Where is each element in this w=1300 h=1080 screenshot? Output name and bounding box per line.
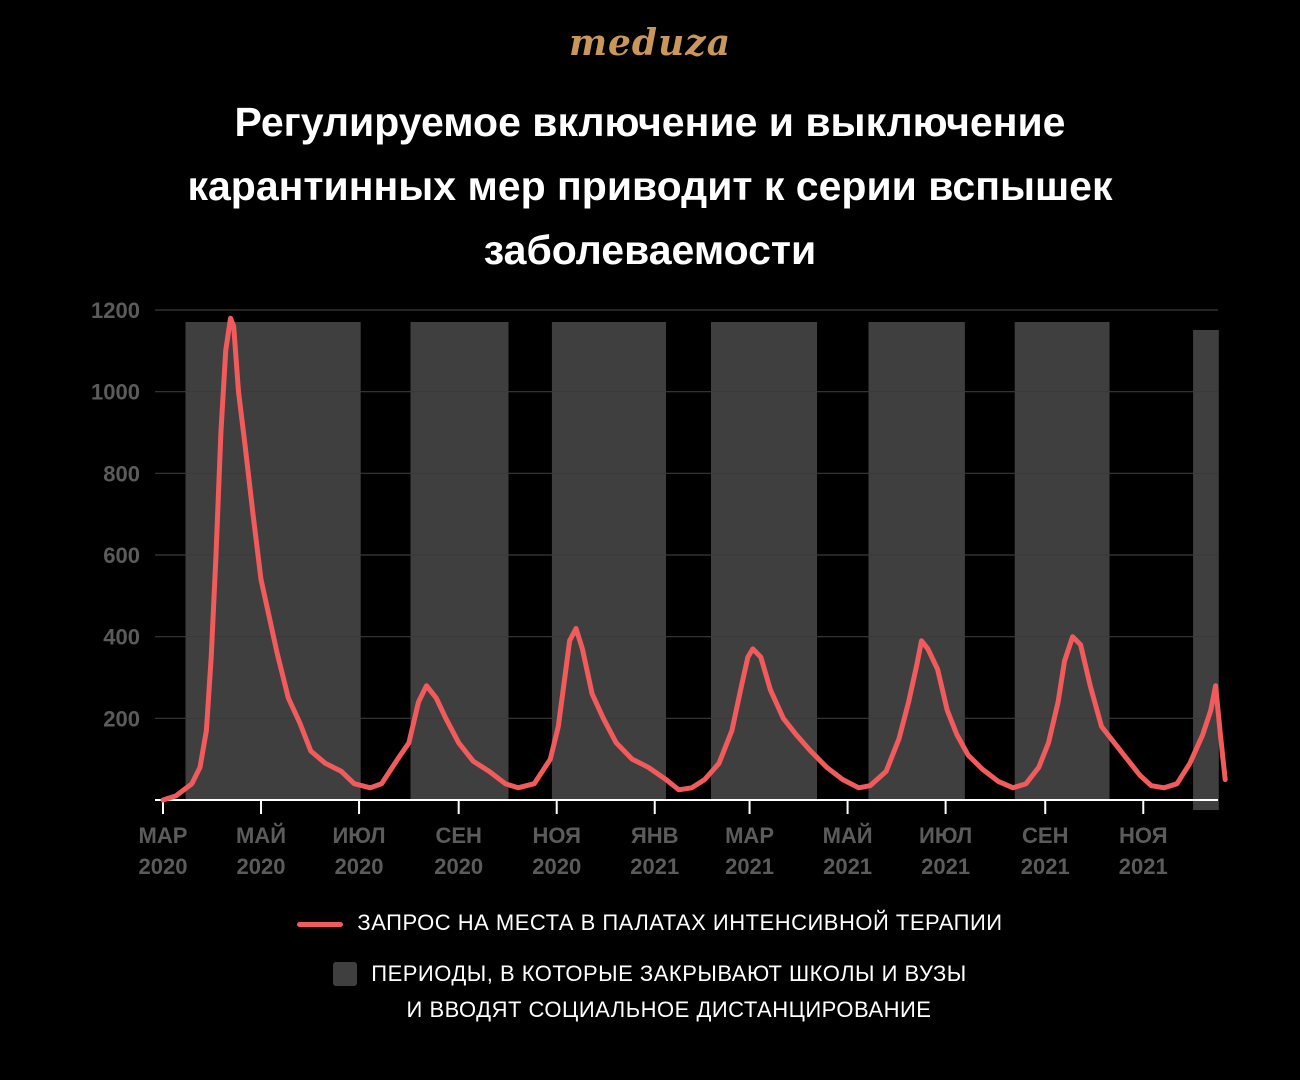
x-tick-label: НОЯ [532,823,581,848]
x-tick-label: СЕН [435,823,481,848]
y-tick-label: 1000 [91,380,140,405]
band-rect [410,322,509,800]
x-tick-label: МАР [725,823,774,848]
x-tick-label: МАЙ [823,823,873,848]
y-tick-label: 800 [103,461,140,486]
y-tick-label: 400 [103,625,140,650]
x-tick-label: 2021 [823,854,872,879]
band-rect [551,322,666,800]
legend-band-swatch [333,962,358,986]
legend-band-label: ПЕРИОДЫ, В КОТОРЫЕ ЗАКРЫВАЮТ ШКОЛЫ И ВУЗ… [371,956,967,1028]
band-rect [1014,322,1110,800]
x-tick-label: ИЮЛ [919,823,972,848]
band-rect [185,322,361,800]
band-rect [1193,330,1219,810]
x-tick-label: 2020 [434,854,483,879]
line-chart: 200 400 600 800 1000 1200 МАР 2020 МАЙ 2020 ИЮЛ 202… [91,298,1228,879]
band-rect [710,322,818,800]
legend-item-line: ЗАПРОС НА МЕСТА В ПАЛАТАХ ИНТЕНСИВНОЙ ТЕ… [0,910,1300,936]
x-tick-label: 2021 [1021,854,1070,879]
meduza-logo: meduza [568,22,732,64]
x-tick-label: 2020 [139,854,188,879]
x-tick-label: ЯНВ [631,823,679,848]
legend-band-label-line2: И ВВОДЯТ СОЦИАЛЬНОЕ ДИСТАНЦИРОВАНИЕ [406,997,932,1022]
series-layer [160,315,1228,803]
legend: ЗАПРОС НА МЕСТА В ПАЛАТАХ ИНТЕНСИВНОЙ ТЕ… [0,910,1300,1028]
legend-line-swatch [297,922,344,927]
series-line-icu-demand [160,315,1228,803]
grid-layer [155,309,1218,719]
x-tick-label: МАР [139,823,188,848]
x-tick-label: СЕН [1022,823,1068,848]
x-tick-label: 2021 [1119,854,1168,879]
x-tick-label: 2020 [335,854,384,879]
x-tick-label: 2020 [532,854,581,879]
band-rect [868,322,965,800]
x-tick-label: 2020 [237,854,286,879]
x-tick-label: 2021 [921,854,970,879]
x-tick-label: ИЮЛ [332,823,385,848]
bands-layer [185,322,1219,810]
x-tick-label: НОЯ [1119,823,1168,848]
y-tick-label: 200 [103,706,140,731]
chart-title: Регулируемое включение и выключение кара… [187,99,1113,273]
y-tick-label: 600 [103,543,140,568]
y-tick-label: 1200 [91,298,140,323]
legend-band-label-line1: ПЕРИОДЫ, В КОТОРЫЕ ЗАКРЫВАЮТ ШКОЛЫ И ВУЗ… [371,961,967,986]
legend-line-label: ЗАПРОС НА МЕСТА В ПАЛАТАХ ИНТЕНСИВНОЙ ТЕ… [357,910,1003,935]
x-tick-label: МАЙ [236,823,286,848]
x-tick-label: 2021 [630,854,679,879]
axis-layer: 200 400 600 800 1000 1200 МАР 2020 МАЙ 2020 ИЮЛ 202… [91,298,1218,879]
legend-item-band: ПЕРИОДЫ, В КОТОРЫЕ ЗАКРЫВАЮТ ШКОЛЫ И ВУЗ… [0,958,1300,1028]
x-tick-label: 2021 [725,854,774,879]
